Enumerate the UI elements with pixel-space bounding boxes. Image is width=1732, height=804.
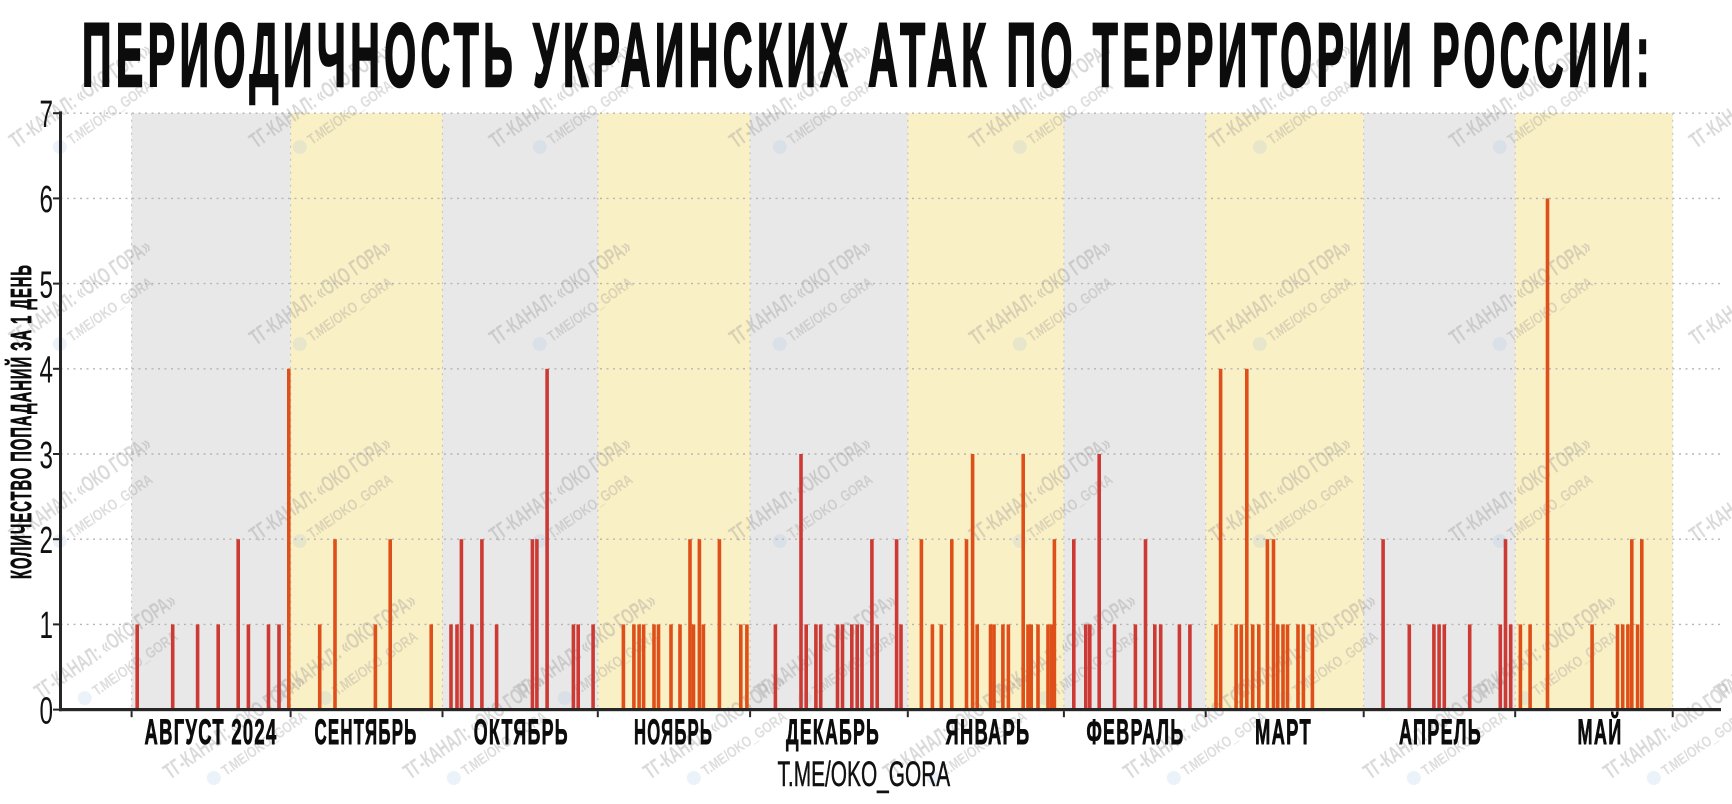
svg-text:1: 1 (40, 605, 54, 647)
svg-text:ОКТЯБРЬ: ОКТЯБРЬ (474, 713, 569, 752)
svg-text:6: 6 (40, 179, 54, 221)
svg-text:НОЯБРЬ: НОЯБРЬ (634, 713, 713, 752)
svg-text:СЕНТЯБРЬ: СЕНТЯБРЬ (315, 713, 418, 752)
svg-text:5: 5 (40, 264, 54, 306)
svg-text:T.ME/OKO_GORA: T.ME/OKO_GORA (778, 755, 951, 794)
svg-text:МАЙ: МАЙ (1578, 712, 1623, 752)
svg-text:0: 0 (40, 690, 54, 732)
svg-text:ФЕВРАЛЬ: ФЕВРАЛЬ (1087, 713, 1185, 752)
svg-text:АВГУСТ 2024: АВГУСТ 2024 (145, 713, 278, 752)
svg-text:ДЕКАБРЬ: ДЕКАБРЬ (786, 713, 880, 752)
svg-text:МАРТ: МАРТ (1255, 713, 1312, 752)
svg-text:7: 7 (40, 94, 54, 136)
svg-text:4: 4 (40, 350, 54, 392)
svg-text:3: 3 (40, 435, 54, 477)
svg-text:ПЕРИОДИЧНОСТЬ УКРАИНСКИХ АТАК: ПЕРИОДИЧНОСТЬ УКРАИНСКИХ АТАК ПО ТЕРРИТО… (82, 6, 1654, 106)
svg-text:КОЛИЧЕСТВО ПОПАДАНИЙ ЗА 1 ДЕНЬ: КОЛИЧЕСТВО ПОПАДАНИЙ ЗА 1 ДЕНЬ (4, 264, 38, 579)
svg-text:АПРЕЛЬ: АПРЕЛЬ (1399, 713, 1482, 752)
svg-text:2: 2 (40, 520, 54, 562)
svg-text:ЯНВАРЬ: ЯНВАРЬ (946, 713, 1031, 752)
